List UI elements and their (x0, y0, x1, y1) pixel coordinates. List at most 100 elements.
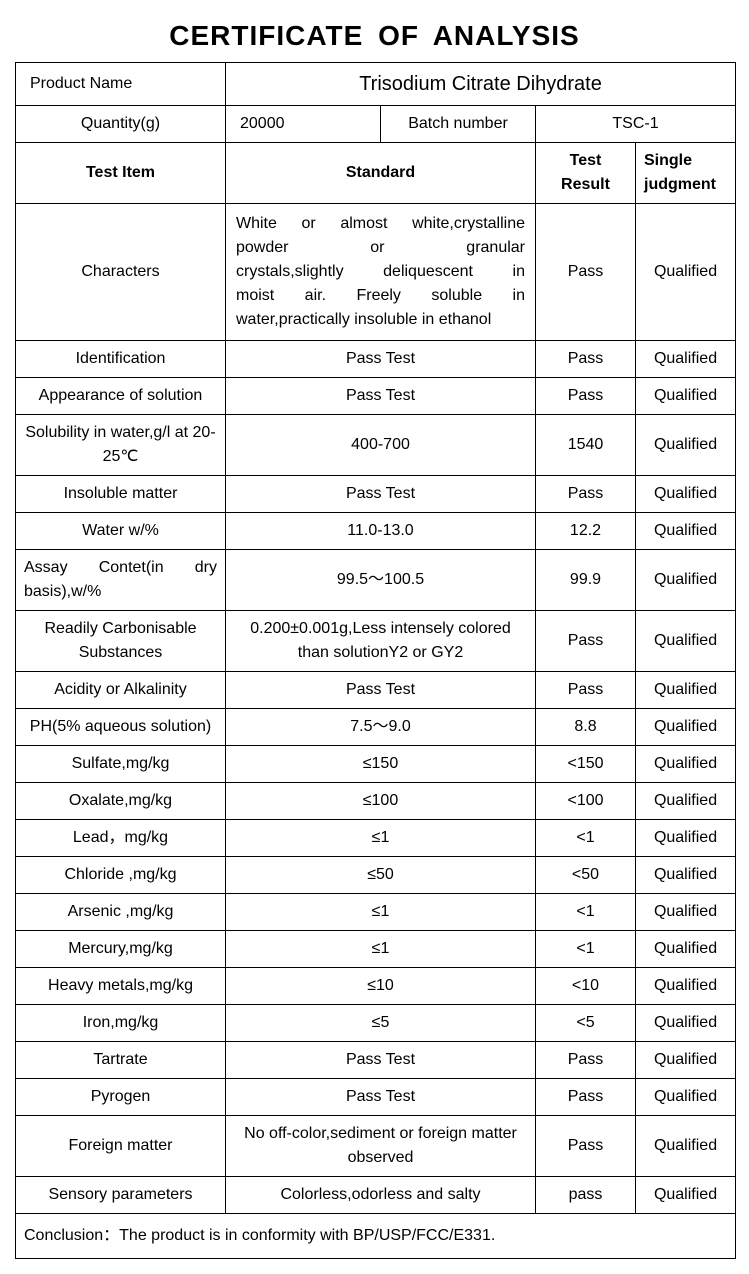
test-standard: ≤1 (226, 931, 536, 968)
conclusion: Conclusion：The product is in conformity … (16, 1214, 736, 1259)
quantity-value: 20000 (226, 106, 381, 143)
test-item: Solubility in water,g/l at 20-25℃ (16, 415, 226, 476)
table-row: Readily Carbonisable Substances0.200±0.0… (16, 611, 736, 672)
test-standard: Pass Test (226, 672, 536, 709)
test-standard: No off-color,sediment or foreign matter … (226, 1116, 536, 1177)
table-row: Insoluble matterPass TestPassQualified (16, 476, 736, 513)
test-judgment: Qualified (636, 894, 736, 931)
test-item: Arsenic ,mg/kg (16, 894, 226, 931)
page-title: CERTIFICATE OF ANALYSIS (15, 20, 734, 52)
test-item: Heavy metals,mg/kg (16, 968, 226, 1005)
test-standard: 400-700 (226, 415, 536, 476)
test-item: Lead，mg/kg (16, 820, 226, 857)
table-row: PH(5% aqueous solution)7.5～9.08.8Qualifi… (16, 709, 736, 746)
table-row: Appearance of solutionPass TestPassQuali… (16, 378, 736, 415)
test-judgment: Qualified (636, 1005, 736, 1042)
test-standard: 99.5～100.5 (226, 550, 536, 611)
test-item: Characters (16, 204, 226, 341)
col-testitem: Test Item (16, 143, 226, 204)
test-item: Water w/% (16, 513, 226, 550)
table-row: Oxalate,mg/kg≤100<100Qualified (16, 783, 736, 820)
quantity-label: Quantity(g) (16, 106, 226, 143)
table-row: Conclusion：The product is in conformity … (16, 1214, 736, 1259)
test-judgment: Qualified (636, 204, 736, 341)
test-standard: ≤100 (226, 783, 536, 820)
test-result: <5 (536, 1005, 636, 1042)
test-result: Pass (536, 476, 636, 513)
test-standard: ≤5 (226, 1005, 536, 1042)
table-header-row: Test Item Standard Test Result Single ju… (16, 143, 736, 204)
test-judgment: Qualified (636, 550, 736, 611)
test-result: 12.2 (536, 513, 636, 550)
test-result: <1 (536, 931, 636, 968)
test-item: Mercury,mg/kg (16, 931, 226, 968)
test-judgment: Qualified (636, 1079, 736, 1116)
test-judgment: Qualified (636, 857, 736, 894)
test-standard: Pass Test (226, 1079, 536, 1116)
test-standard: ≤1 (226, 820, 536, 857)
test-result: pass (536, 1177, 636, 1214)
test-result: <100 (536, 783, 636, 820)
test-judgment: Qualified (636, 476, 736, 513)
test-item: Pyrogen (16, 1079, 226, 1116)
batch-number: TSC-1 (536, 106, 736, 143)
test-standard: Pass Test (226, 378, 536, 415)
test-result: <50 (536, 857, 636, 894)
table-row: Quantity(g) 20000 Batch number TSC-1 (16, 106, 736, 143)
test-result: <150 (536, 746, 636, 783)
test-result: <1 (536, 894, 636, 931)
test-item: Tartrate (16, 1042, 226, 1079)
table-row: Assay Contet(in drybasis),w/% 99.5～100.5… (16, 550, 736, 611)
test-result: 99.9 (536, 550, 636, 611)
test-result: 1540 (536, 415, 636, 476)
test-item: Appearance of solution (16, 378, 226, 415)
table-row: Arsenic ,mg/kg≤1<1Qualified (16, 894, 736, 931)
test-judgment: Qualified (636, 672, 736, 709)
table-row: TartratePass TestPassQualified (16, 1042, 736, 1079)
test-standard: Pass Test (226, 1042, 536, 1079)
table-row: Iron,mg/kg≤5<5Qualified (16, 1005, 736, 1042)
test-result: Pass (536, 1079, 636, 1116)
test-judgment: Qualified (636, 709, 736, 746)
test-judgment: Qualified (636, 341, 736, 378)
test-standard: 11.0-13.0 (226, 513, 536, 550)
table-row: Lead，mg/kg≤1<1Qualified (16, 820, 736, 857)
test-result: Pass (536, 204, 636, 341)
test-judgment: Qualified (636, 513, 736, 550)
test-item: Oxalate,mg/kg (16, 783, 226, 820)
test-standard: White or almost white,crystallinepowder … (226, 204, 536, 341)
test-standard: 7.5～9.0 (226, 709, 536, 746)
test-judgment: Qualified (636, 378, 736, 415)
test-standard: ≤1 (226, 894, 536, 931)
test-judgment: Qualified (636, 415, 736, 476)
table-row: Product Name Trisodium Citrate Dihydrate (16, 63, 736, 106)
test-result: Pass (536, 1116, 636, 1177)
test-judgment: Qualified (636, 1177, 736, 1214)
table-row: Characters White or almost white,crystal… (16, 204, 736, 341)
test-standard: ≤10 (226, 968, 536, 1005)
test-result: Pass (536, 378, 636, 415)
col-result: Test Result (536, 143, 636, 204)
table-row: Sensory parametersColorless,odorless and… (16, 1177, 736, 1214)
test-judgment: Qualified (636, 611, 736, 672)
coa-table: Product Name Trisodium Citrate Dihydrate… (15, 62, 736, 1259)
test-judgment: Qualified (636, 1116, 736, 1177)
test-result: <1 (536, 820, 636, 857)
test-judgment: Qualified (636, 820, 736, 857)
test-result: Pass (536, 611, 636, 672)
batch-label: Batch number (381, 106, 536, 143)
test-judgment: Qualified (636, 931, 736, 968)
test-standard: Pass Test (226, 476, 536, 513)
test-result: <10 (536, 968, 636, 1005)
test-standard: Colorless,odorless and salty (226, 1177, 536, 1214)
test-result: Pass (536, 672, 636, 709)
table-row: Mercury,mg/kg≤1<1Qualified (16, 931, 736, 968)
product-name: Trisodium Citrate Dihydrate (226, 63, 736, 106)
test-item: Acidity or Alkalinity (16, 672, 226, 709)
table-row: Heavy metals,mg/kg≤10<10Qualified (16, 968, 736, 1005)
test-item: Identification (16, 341, 226, 378)
test-judgment: Qualified (636, 783, 736, 820)
test-standard: ≤50 (226, 857, 536, 894)
table-row: Foreign matterNo off-color,sediment or f… (16, 1116, 736, 1177)
test-result: 8.8 (536, 709, 636, 746)
